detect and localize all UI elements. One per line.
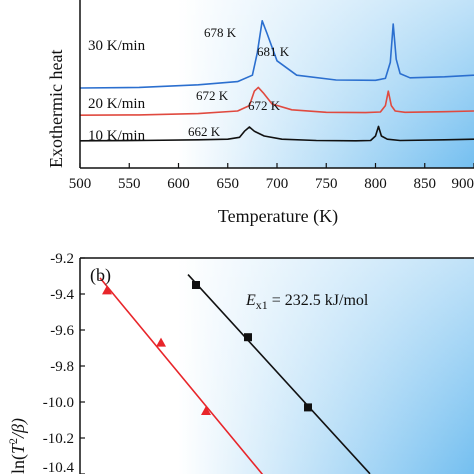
- data-point-square: [304, 403, 312, 412]
- rate-label-30: 30 K/min: [88, 38, 146, 54]
- dsc-curve-1: [79, 86, 474, 116]
- panel-a-x-ticks: 500 550 600 650 700 750 800 850 900: [69, 163, 474, 192]
- ylabel-t: T: [8, 442, 28, 454]
- x-tick-label: 600: [167, 176, 190, 192]
- peak-label-681: 681 K: [257, 44, 290, 59]
- dsc-curve-2: [79, 125, 474, 142]
- panel-b-plot-shade: [80, 258, 474, 474]
- peak-label-672-black: 672 K: [248, 98, 281, 113]
- annot-value: = 232.5 kJ/mol: [268, 292, 369, 309]
- data-point-triangle: [156, 337, 166, 347]
- rate-label-10: 10 K/min: [88, 128, 146, 144]
- panel-a: 500 550 600 650 700 750 800 850 900 Exothermic h…: [46, 0, 474, 227]
- ylabel-sup: 2: [6, 438, 20, 444]
- x-tick-label: 500: [69, 176, 92, 192]
- fit-line-0: [99, 277, 264, 474]
- x-tick-label: 550: [118, 176, 141, 192]
- y-tick-label: -10.0: [43, 395, 74, 411]
- data-point-triangle: [102, 285, 112, 295]
- panel-a-series: [79, 20, 474, 142]
- data-point-triangle: [201, 406, 211, 415]
- panel-b-series: [99, 274, 371, 474]
- peak-label-662: 662 K: [188, 124, 221, 139]
- panel-a-y-axis-title: Exothermic heat: [46, 50, 66, 168]
- panel-b-y-axis-title: ln(T2/β): [6, 418, 29, 474]
- ylabel-beta: /β): [8, 418, 29, 439]
- peak-label-672-red: 672 K: [196, 88, 229, 103]
- y-tick-label: -9.2: [50, 251, 74, 267]
- y-tick-label: -9.4: [50, 287, 74, 303]
- annot-sub: x1: [256, 298, 268, 312]
- activation-energy-label: Ex1 = 232.5 kJ/mol: [245, 292, 369, 312]
- y-tick-label: -9.6: [50, 323, 74, 339]
- annot-e: E: [245, 292, 256, 309]
- y-tick-label: -9.8: [50, 359, 74, 375]
- y-tick-label: -10.2: [43, 431, 74, 447]
- y-tick-label: -10.4: [43, 460, 75, 474]
- panel-b-tag: (b): [90, 265, 111, 286]
- x-tick-label: 700: [266, 176, 289, 192]
- x-tick-label: 850: [414, 176, 437, 192]
- panel-b: -9.2 -9.4 -9.6 -9.8 -10.0 -10.2 -10.4 (b) Ex1 …: [6, 251, 474, 474]
- data-point-square: [244, 333, 252, 342]
- x-tick-label: 800: [364, 176, 387, 192]
- data-point-square: [192, 281, 200, 289]
- dsc-curve-0: [79, 20, 474, 89]
- ylabel-ln: ln(: [8, 454, 29, 474]
- panel-a-x-axis-title: Temperature (K): [218, 206, 338, 227]
- x-tick-label: 750: [315, 176, 338, 192]
- panel-b-y-ticks: -9.2 -9.4 -9.6 -9.8 -10.0 -10.2 -10.4: [43, 251, 85, 474]
- rate-label-20: 20 K/min: [88, 96, 146, 112]
- x-tick-label: 900: [452, 176, 474, 192]
- fit-line-1: [187, 274, 371, 474]
- peak-label-678: 678 K: [204, 25, 237, 40]
- x-tick-label: 650: [217, 176, 240, 192]
